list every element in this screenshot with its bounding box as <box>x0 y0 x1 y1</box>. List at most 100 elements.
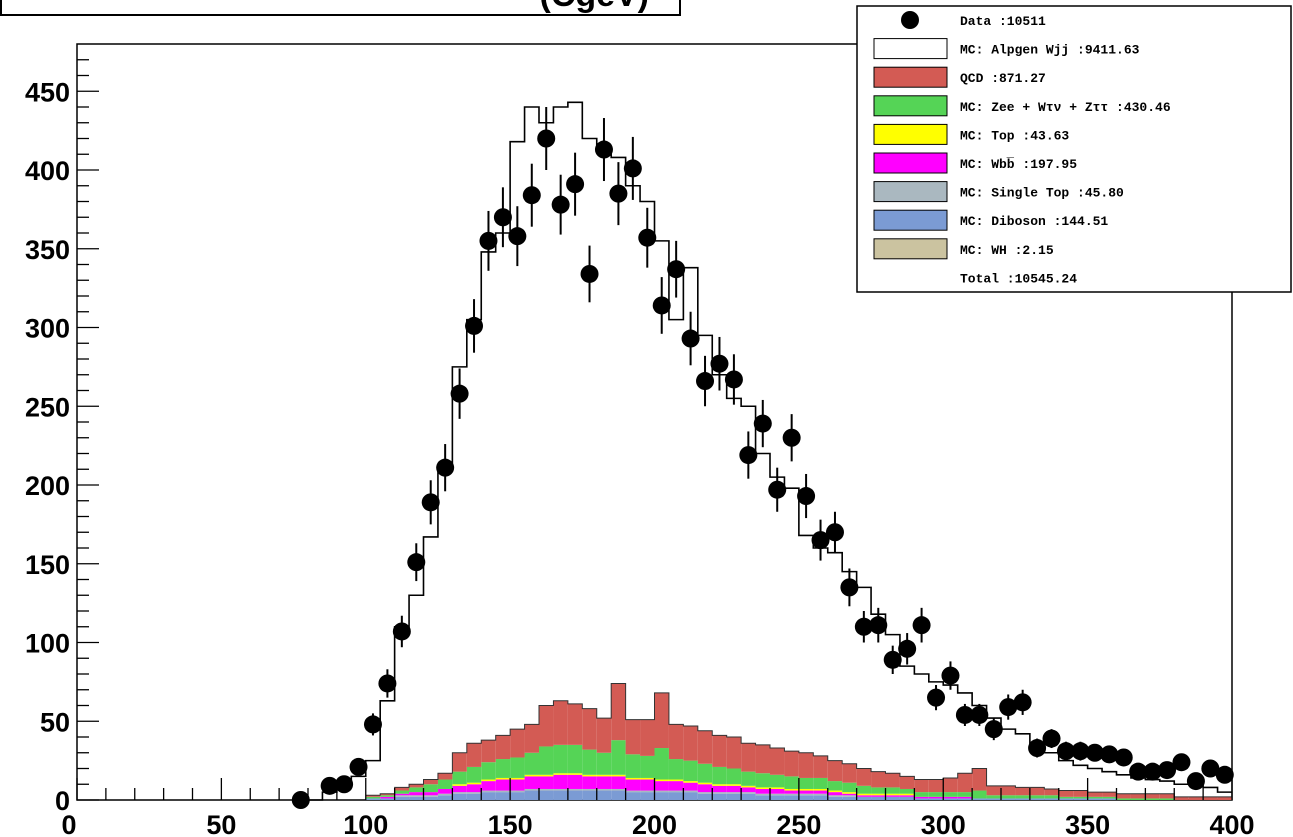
bar-zee <box>481 762 496 780</box>
bar-diboson <box>914 798 929 800</box>
bar-stop <box>827 795 843 797</box>
bar-zee <box>928 792 944 797</box>
legend-swatch-wjj <box>873 38 948 60</box>
bar-wbb <box>394 793 410 796</box>
bar-wbb <box>813 790 828 794</box>
bar-stop <box>539 788 554 791</box>
bar-diboson <box>885 796 900 800</box>
legend-label-diboson: MC: Diboson :144.51 <box>960 214 1108 229</box>
bar-qcd <box>986 785 1001 796</box>
bar-top <box>640 777 655 780</box>
bar-zee <box>423 784 438 793</box>
data-point <box>1172 753 1191 772</box>
bar-zee <box>957 792 973 797</box>
bar-zee <box>1058 796 1074 799</box>
data-point <box>551 195 570 214</box>
bar-wbb <box>539 776 554 789</box>
bar-diboson <box>481 792 496 800</box>
bar-qcd <box>495 735 511 760</box>
data-point <box>594 140 613 159</box>
bar-top <box>466 782 482 785</box>
bar-zee <box>1015 795 1030 799</box>
bar-zee <box>437 779 453 789</box>
bar-wbb <box>567 774 583 789</box>
bar-wbb <box>770 788 785 794</box>
data-point <box>927 688 946 707</box>
data-point <box>1013 693 1032 712</box>
data-point <box>999 698 1018 717</box>
bar-qcd <box>668 724 684 760</box>
bar-qcd <box>770 748 785 775</box>
bar-qcd <box>726 737 742 769</box>
legend-label-wjj: MC: Alpgen Wjj :9411.63 <box>960 43 1140 58</box>
data-point <box>883 650 902 669</box>
bar-diboson <box>1015 798 1030 800</box>
bar-wbb <box>625 779 641 791</box>
bar-top <box>827 790 843 793</box>
data-point <box>854 617 873 636</box>
bar-top <box>582 774 597 777</box>
bar-qcd <box>972 768 987 791</box>
legend-swatch-qcd <box>873 66 948 88</box>
x-tick-label: 150 <box>488 810 533 837</box>
bar-qcd <box>394 787 410 791</box>
data-point <box>1028 739 1047 758</box>
bar-diboson <box>784 795 799 800</box>
data-point <box>493 208 512 227</box>
y-tick-label: 250 <box>25 392 70 422</box>
data-point <box>349 757 368 776</box>
bar-qcd <box>928 779 944 793</box>
bar-qcd <box>827 760 843 782</box>
x-tick-label: 100 <box>343 810 388 837</box>
bar-wbb <box>423 792 438 796</box>
bar-wbb <box>495 779 511 791</box>
bar-stop <box>553 788 568 791</box>
bar-qcd <box>697 730 713 764</box>
data-point <box>840 578 859 597</box>
bar-wbb <box>914 796 929 799</box>
bar-zee <box>1087 796 1103 799</box>
bar-wbb <box>827 792 843 796</box>
bar-zee <box>1145 798 1160 800</box>
bar-qcd <box>899 776 915 789</box>
bar-stop <box>726 792 742 794</box>
bar-qcd <box>842 763 857 783</box>
bar-qcd <box>1015 787 1030 796</box>
bar-top <box>567 773 583 775</box>
data-point <box>739 446 758 465</box>
bar-qcd <box>856 768 872 786</box>
data-point <box>811 531 830 550</box>
bar-stop <box>683 790 698 793</box>
bar-diboson <box>1029 798 1045 800</box>
bar-zee <box>1044 795 1059 799</box>
bar-diboson <box>827 796 843 800</box>
bar-stop <box>567 788 583 791</box>
bar-stop <box>466 792 482 794</box>
bar-zee <box>495 759 511 778</box>
bar-wbb <box>611 776 626 789</box>
bar-zee <box>380 795 395 797</box>
bar-zee <box>871 787 886 794</box>
bar-zee <box>683 760 698 782</box>
bar-wbb <box>726 785 742 793</box>
legend-label-top: MC: Top :43.63 <box>960 128 1069 143</box>
bar-diboson <box>510 792 525 800</box>
bar-stop <box>712 792 727 794</box>
bar-diboson <box>1087 798 1103 800</box>
bar-zee <box>726 768 742 785</box>
bar-stop <box>409 795 424 797</box>
bar-top <box>798 788 814 791</box>
bar-stop <box>452 792 467 794</box>
bar-zee <box>567 744 583 774</box>
data-point <box>450 384 469 403</box>
bar-diboson <box>798 795 814 800</box>
bar-zee <box>668 759 684 780</box>
bar-qcd <box>683 725 698 761</box>
bar-zee <box>856 785 872 794</box>
y-tick-label: 300 <box>25 314 70 344</box>
bar-zee <box>813 777 828 789</box>
bar-diboson <box>842 796 857 800</box>
bar-wbb <box>957 796 973 799</box>
bar-wbb <box>409 792 424 796</box>
bar-qcd <box>1073 790 1088 797</box>
